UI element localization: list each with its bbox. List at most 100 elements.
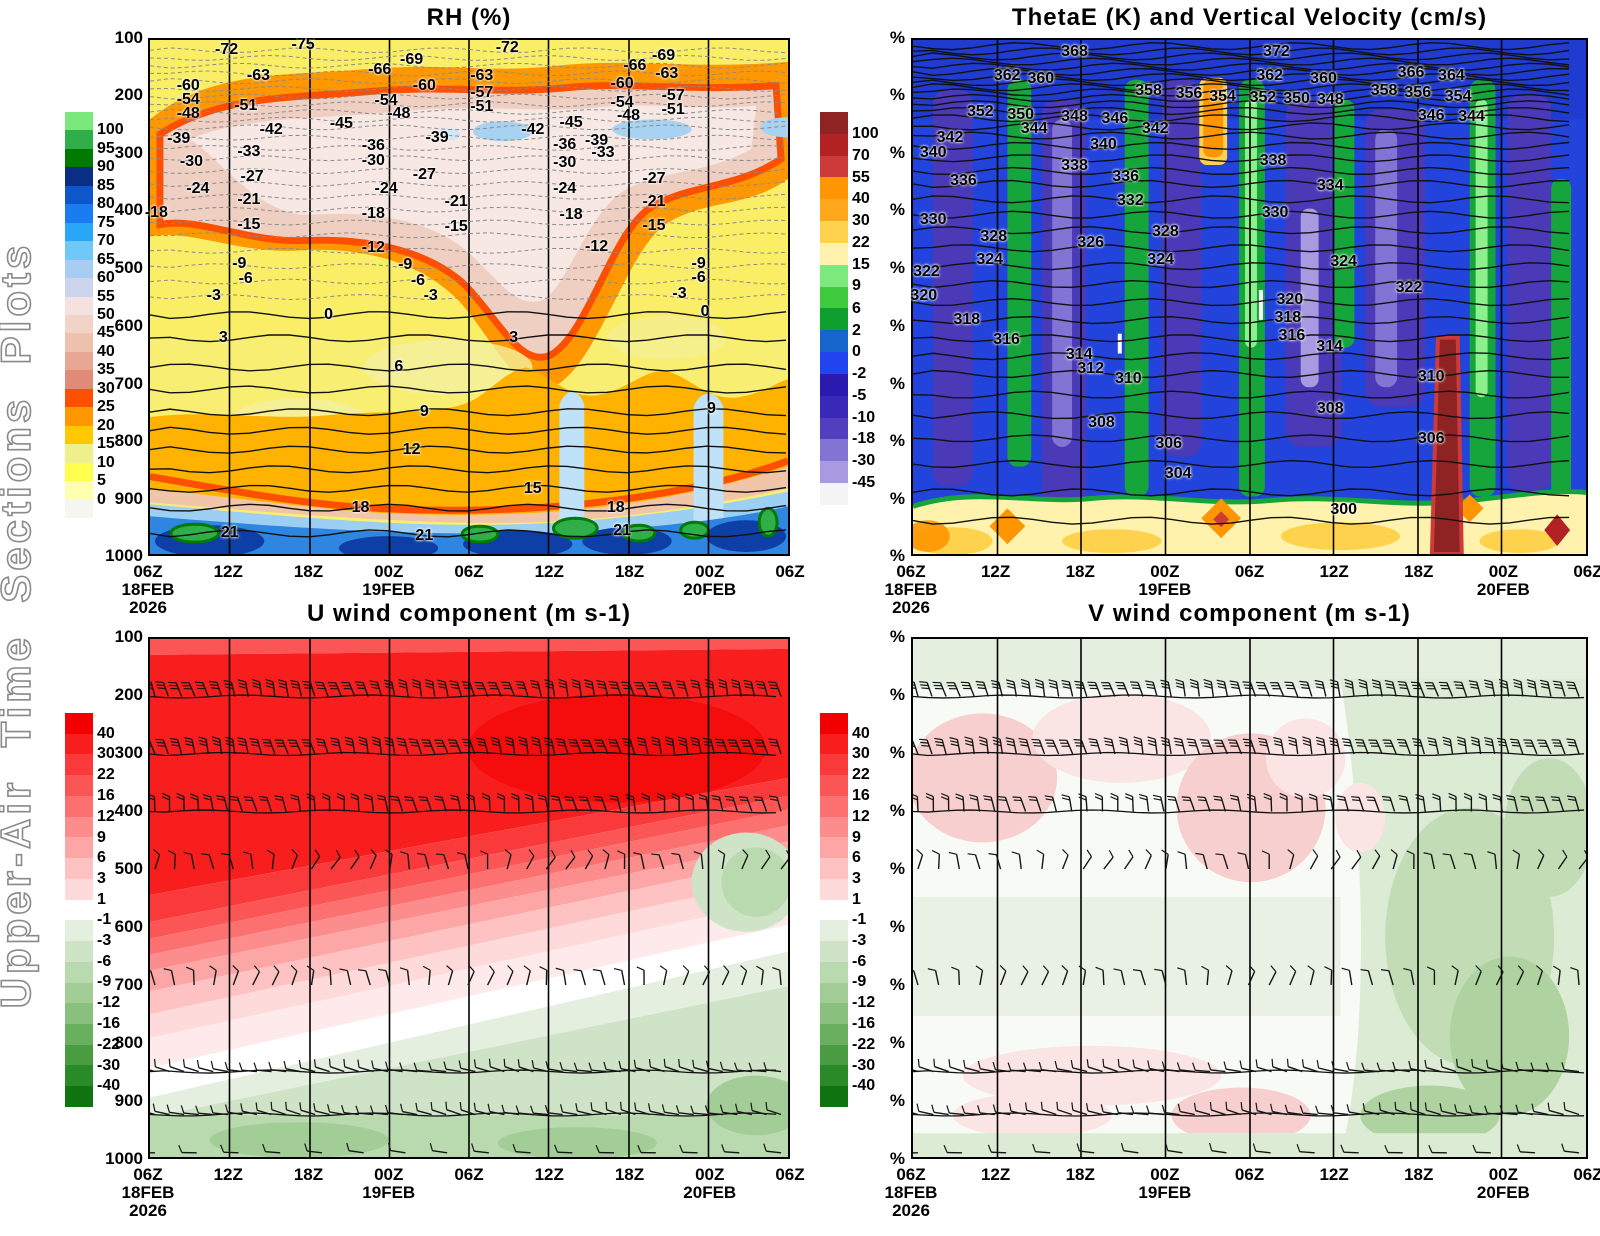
contour-label: 368	[1061, 42, 1088, 60]
contour-label: 320	[910, 286, 938, 304]
rh-field-art	[150, 40, 788, 554]
thetae-field-art	[913, 40, 1586, 554]
thetae-colorbar-cell	[820, 417, 848, 440]
time-tick-label: 00Z	[1150, 562, 1180, 581]
rh-colorbar-label: 70	[97, 232, 115, 250]
rh-colorbar-label: 40	[97, 342, 115, 360]
contour-label: -45	[329, 115, 353, 133]
thetae-colorbar-cell	[820, 352, 848, 374]
v-wind-colorbar-cell	[820, 920, 848, 942]
contour-label: -21	[444, 192, 468, 210]
contour-label: 348	[1061, 108, 1088, 126]
v-wind-colorbar-cell	[820, 713, 848, 734]
u-wind-year-label: 2026	[129, 1201, 167, 1220]
contour-label: 300	[1330, 501, 1358, 519]
pressure-tick-label: 800	[114, 431, 143, 450]
thetae-colorbar-label: -10	[852, 408, 876, 426]
u-wind-colorbar-label: -3	[97, 932, 112, 950]
rh-colorbar	[65, 112, 93, 518]
rh-colorbar-label: 35	[97, 361, 115, 379]
sidebar-title: Upper-Air Time Sections Plots	[0, 242, 39, 1009]
contour-label: 3	[218, 329, 228, 347]
thetae-colorbar-cell	[820, 242, 848, 265]
contour-label: 324	[1147, 250, 1175, 268]
date-label: 18FEB	[121, 580, 175, 599]
v-wind-colorbar-label: -3	[852, 932, 867, 950]
rh-colorbar-cell	[65, 112, 93, 131]
contour-label: 12	[402, 440, 421, 458]
v-wind-colorbar-cell	[820, 899, 848, 921]
contour-label: -63	[246, 67, 271, 85]
contour-label: 336	[1112, 167, 1140, 185]
thetae-colorbar-label: -18	[852, 430, 876, 448]
percent-tick-label: %	[889, 917, 905, 937]
contour-label: 354	[1209, 87, 1236, 105]
u-wind-colorbar-cell	[65, 920, 93, 942]
rh-colorbar-label: 100	[97, 121, 124, 139]
contour-label: -39	[585, 131, 609, 149]
rh-colorbar-cell	[65, 167, 93, 186]
u-wind-colorbar-cell	[65, 795, 93, 817]
rh-colorbar-label: 0	[97, 490, 106, 508]
u-wind-colorbar-cell	[65, 899, 93, 921]
v-wind-colorbar-label: 30	[852, 745, 870, 763]
contour-label: 310	[1417, 368, 1445, 386]
thetae-colorbar-cell	[820, 177, 848, 200]
pressure-tick-label: 700	[114, 975, 143, 995]
contour-label: -54	[610, 93, 634, 111]
contour-label: -24	[186, 180, 210, 198]
pressure-tick-label: 600	[114, 316, 143, 335]
time-tick-label: 18Z	[1065, 1165, 1095, 1184]
contour-label: 352	[1249, 89, 1277, 107]
date-label: 18FEB	[121, 1183, 175, 1202]
contour-label: -36	[553, 136, 577, 154]
v-wind-colorbar-label: 40	[852, 724, 870, 742]
rh-colorbar-label: 90	[97, 158, 115, 176]
u-wind-colorbar-label: -22	[97, 1035, 121, 1053]
thetae-colorbar-label: 15	[852, 255, 870, 273]
contour-label: 330	[1261, 203, 1289, 221]
contour-label: -69	[652, 47, 676, 65]
time-tick-label: 18Z	[1404, 1165, 1434, 1184]
thetae-x-axis: 06Z 12Z 18Z 00Z 06Z 12Z 18Z 00Z 06Z	[896, 562, 1600, 581]
contour-label: 312	[1077, 359, 1105, 377]
contour-label: -18	[361, 204, 385, 222]
time-tick-label: 06Z	[775, 562, 805, 581]
rh-colorbar-label: 5	[97, 472, 106, 490]
u-wind-colorbar-cell	[65, 878, 93, 900]
contour-label: 308	[1088, 413, 1115, 431]
contour-label: -27	[412, 165, 436, 183]
contour-label: -18	[559, 205, 583, 223]
time-tick-label: 00Z	[1150, 1165, 1180, 1184]
v-wind-colorbar-cell	[820, 961, 848, 983]
thetae-colorbar-cell	[820, 373, 848, 396]
thetae-colorbar-cell	[820, 221, 848, 243]
time-tick-label: 06Z	[775, 1165, 805, 1184]
contour-label: 310	[1115, 370, 1142, 388]
contour-label: 354	[1444, 87, 1472, 105]
u-wind-colorbar-cell	[65, 754, 93, 776]
rh-colorbar-cell	[65, 481, 93, 500]
v-wind-colorbar-label: 9	[852, 828, 861, 846]
rh-colorbar-cell	[65, 370, 93, 389]
contour-label: -54	[374, 91, 398, 109]
rh-colorbar-cell	[65, 314, 93, 334]
contour-label: 340	[919, 144, 947, 162]
u-wind-colorbar-cell	[65, 733, 93, 755]
thetae-colorbar-label: 40	[852, 190, 870, 208]
contour-label: 362	[1256, 66, 1284, 84]
v-wind-colorbar-cell	[820, 733, 848, 755]
contour-label: 322	[913, 263, 940, 281]
contour-label: -39	[425, 128, 449, 146]
contour-label: 332	[1117, 191, 1144, 209]
time-tick-label: 18Z	[614, 562, 645, 581]
contour-label: -33	[591, 143, 615, 161]
rh-colorbar-cell	[65, 296, 93, 315]
v-wind-x-dates: 18FEB 19FEB 20FEB	[885, 1183, 1588, 1202]
contour-label: -21	[237, 190, 261, 208]
percent-tick-label: %	[889, 627, 905, 646]
v-wind-plot	[911, 637, 1588, 1159]
contour-label: -27	[642, 169, 666, 187]
u-wind-colorbar-cell	[65, 816, 93, 838]
u-wind-colorbar-label: -1	[97, 911, 112, 929]
